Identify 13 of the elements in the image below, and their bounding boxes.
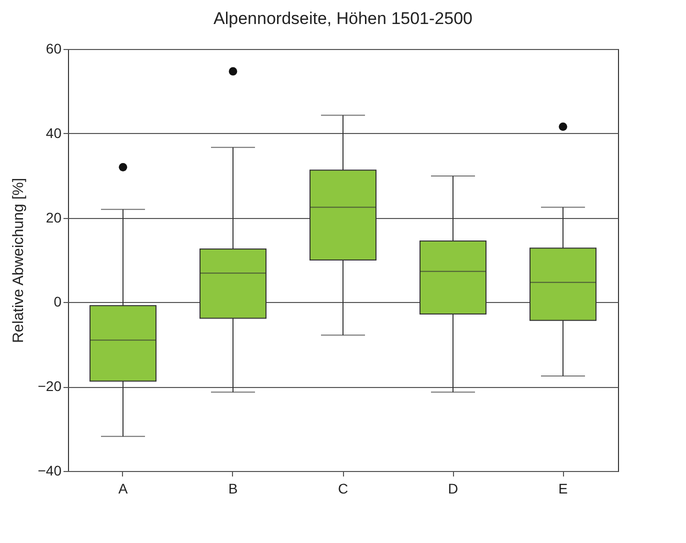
x-tick-label: B xyxy=(228,480,238,496)
x-tick-label: C xyxy=(338,480,348,496)
x-tick-label: A xyxy=(118,480,128,496)
x-tick-label: D xyxy=(448,480,458,496)
x-tick-label: E xyxy=(558,480,568,496)
y-axis-title: Relative Abweichung [%] xyxy=(10,178,27,344)
y-tick-label: −40 xyxy=(38,462,62,478)
y-tick-label: 40 xyxy=(46,124,62,141)
y-tick-label: 60 xyxy=(46,40,62,56)
y-tick-label: 0 xyxy=(54,294,62,310)
y-tick-label: −20 xyxy=(38,378,62,394)
y-tick-label: 20 xyxy=(46,209,62,226)
chart-title: Alpennordseite, Höhen 1501-2500 xyxy=(214,9,472,28)
